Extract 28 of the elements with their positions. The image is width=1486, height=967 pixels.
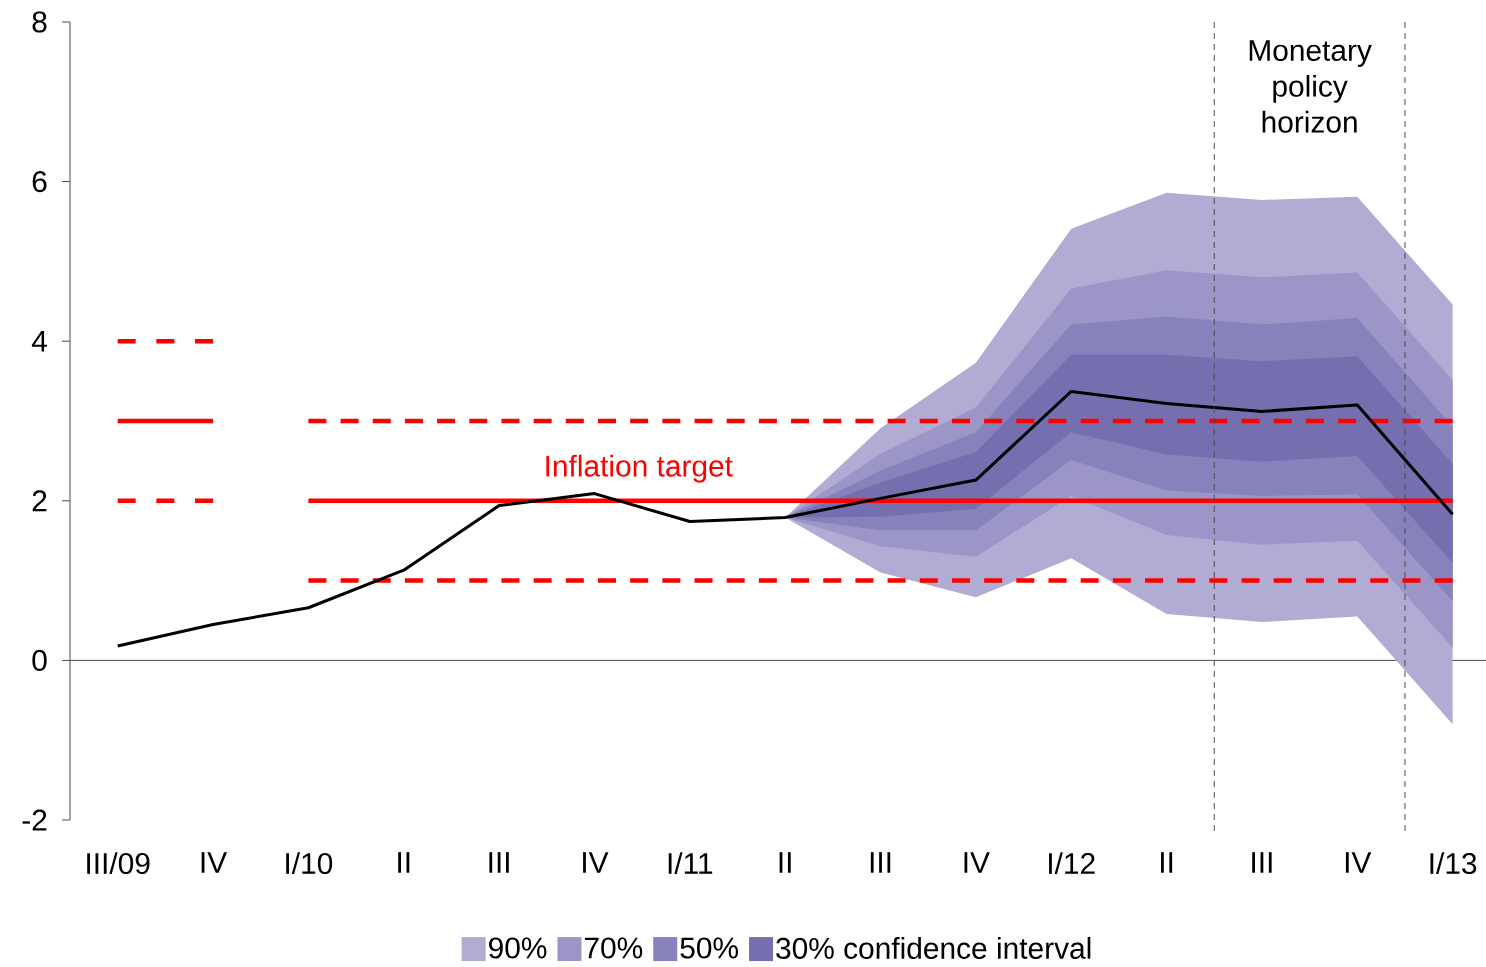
x-tick-label: I/10 — [286, 852, 333, 875]
y-tick-label: 0 — [32, 649, 47, 671]
x-tick-label: III — [1252, 852, 1272, 873]
x-tick-label: II — [1161, 852, 1173, 873]
y-tick-label: -2 — [22, 809, 47, 831]
x-tick-label: I/11 — [668, 852, 713, 875]
y-tick-label: 8 — [32, 11, 47, 33]
x-tick-label: III — [870, 852, 891, 873]
x-tick-label: III/09 — [87, 852, 150, 875]
x-tick-label: III — [489, 852, 509, 873]
x-tick-label: II — [398, 852, 410, 873]
line-series — [116, 389, 1455, 648]
y-tick-label: 6 — [32, 171, 47, 193]
x-tick-label: II — [779, 852, 791, 873]
x-tick-label: IV — [583, 852, 609, 873]
y-tick-label: 2 — [32, 490, 47, 512]
annotation: Inflation target — [546, 454, 733, 483]
legend-label: 30% confidence interval — [776, 937, 1091, 959]
legend-label: 50% — [680, 937, 738, 959]
legend-label: 70% — [584, 937, 643, 959]
x-tick-label: IV — [964, 852, 990, 873]
x-tick-label: IV — [1345, 852, 1372, 873]
x-tick-label: IV — [201, 852, 228, 873]
y-tick-label: 4 — [31, 330, 47, 352]
annotation: Monetary policy horizon — [1249, 40, 1372, 133]
legend-label: 90% — [489, 937, 547, 959]
x-tick-label: I/13 — [1430, 852, 1477, 875]
x-tick-label: I/12 — [1049, 852, 1095, 875]
